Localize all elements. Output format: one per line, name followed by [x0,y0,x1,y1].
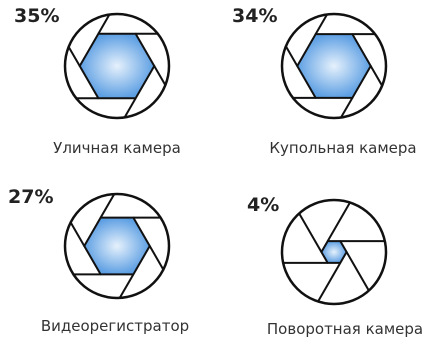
aperture-blade [97,14,111,35]
aperture-icon [280,198,388,306]
aperture-icon [63,192,171,300]
aperture-blade [345,251,370,292]
aperture-blade [285,45,299,67]
aperture-blade [99,193,116,219]
aperture-icon [63,12,171,120]
category-label: Поворотная камера [267,320,423,338]
category-label: Купольная камера [269,139,416,157]
aperture-blade [317,262,342,302]
percent-label: 27% [8,186,53,208]
aperture-blade [148,245,165,271]
percent-label: 34% [232,5,277,27]
aperture-blade [340,97,354,119]
category-label: Видеорегистратор [41,317,189,335]
percent-label: 4% [247,194,279,216]
aperture-blade [326,202,351,242]
category-label: Уличная камера [53,139,181,157]
aperture-blade [314,13,328,35]
aperture-icon [280,12,388,120]
aperture-blade [369,65,383,87]
percent-label: 35% [14,5,59,27]
aperture-blade [69,221,86,247]
aperture-blade [123,97,137,118]
aperture-blade [298,212,323,253]
aperture-blade [153,65,167,86]
aperture-blade [67,46,81,67]
aperture-opening [320,240,348,264]
aperture-blade [118,273,135,299]
